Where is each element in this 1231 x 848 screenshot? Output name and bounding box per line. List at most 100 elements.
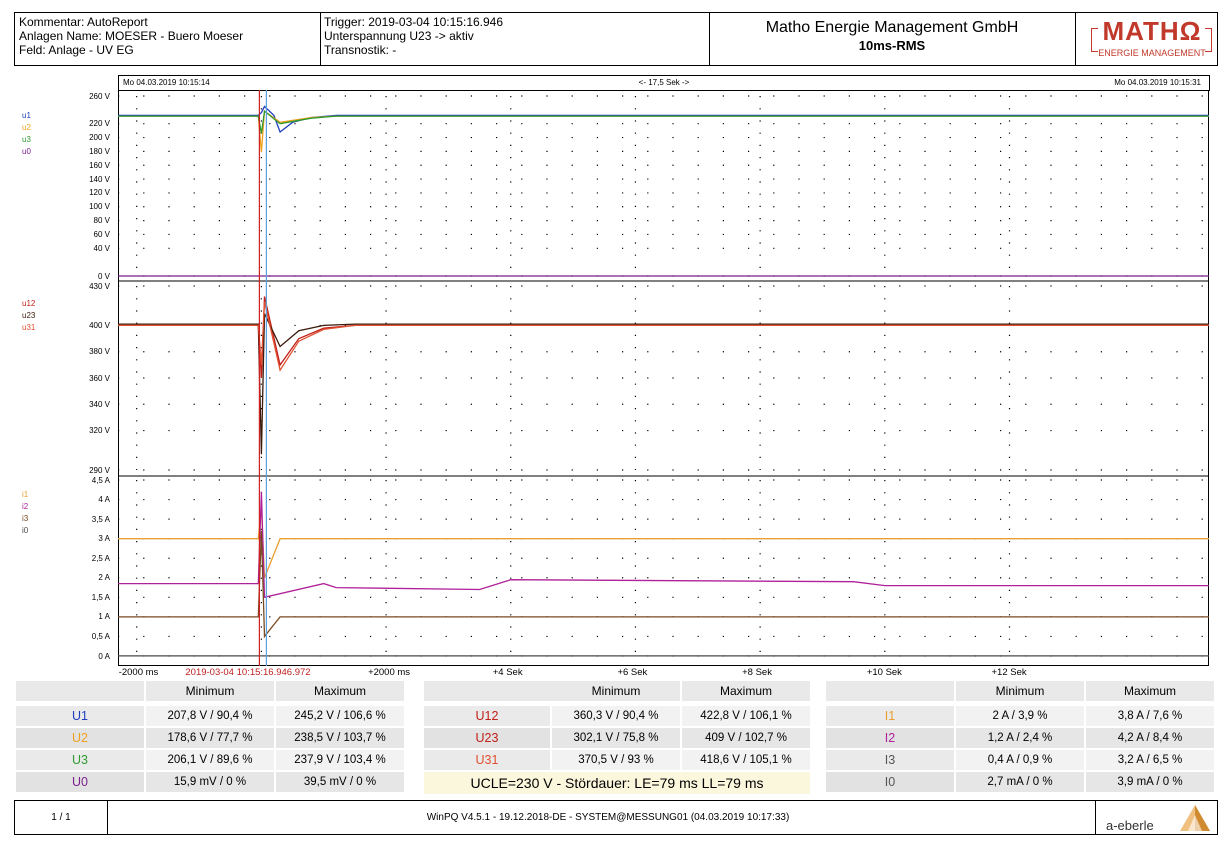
row-label-u0: U0	[16, 772, 144, 792]
y-tick-label: 430 V	[89, 281, 110, 291]
series-i1	[118, 507, 1209, 579]
legend-i1: i1	[22, 490, 29, 499]
row-label-u1: U1	[16, 706, 144, 726]
disturbance-summary: UCLE=230 V - Stördauer: LE=79 ms LL=79 m…	[424, 772, 810, 794]
y-tick-label: 200 V	[89, 133, 110, 143]
y-tick-label: 2,5 A	[91, 553, 110, 563]
y-tick-label: 40 V	[93, 243, 110, 253]
x-tick-label: +4 Sek	[492, 667, 523, 678]
y-tick-label: 140 V	[89, 174, 110, 184]
trigger-text: Trigger: 2019-03-04 10:15:16.946	[324, 15, 504, 29]
legend-u3: u3	[22, 135, 31, 144]
brand-triangle-icon	[1180, 805, 1210, 831]
y-tick-label: 0 V	[97, 271, 110, 281]
legend-i3: i3	[22, 514, 29, 523]
u12-min: 360,3 V / 90,4 %	[552, 706, 680, 726]
i1-min: 2 A / 3,9 %	[956, 706, 1084, 726]
y-tick-label: 4 A	[98, 495, 110, 505]
legend-u1: u1	[22, 111, 31, 120]
y-tick-label: 0,5 A	[91, 631, 110, 641]
u23-min: 302,1 V / 75,8 %	[552, 728, 680, 748]
time-span: <- 17,5 Sek ->	[638, 78, 690, 87]
y-tick-label: 260 V	[89, 91, 110, 101]
y-tick-label: 360 V	[89, 373, 110, 383]
company-name: Matho Energie Management GmbH	[765, 19, 1019, 36]
logo-text: MATHΩ	[1102, 16, 1202, 46]
y-tick-label: 160 V	[89, 160, 110, 170]
u3-min: 206,1 V / 89,6 %	[146, 750, 274, 770]
u3-max: 237,9 V / 103,4 %	[276, 750, 404, 770]
brand-text: a-eberle	[1106, 818, 1154, 833]
row-label-u12: U12	[424, 706, 550, 726]
series-u23	[118, 313, 1209, 455]
undervoltage-text: Unterspannung U23 -> aktiv	[324, 29, 474, 43]
y-tick-label: 1 A	[98, 612, 110, 622]
y-tick-label: 80 V	[93, 216, 110, 226]
waveform-chart	[118, 90, 1209, 666]
legend-u12: u12	[22, 299, 36, 308]
row-label-u3: U3	[16, 750, 144, 770]
series-u1	[118, 105, 1209, 134]
y-tick-label: 400 V	[89, 320, 110, 330]
col-min-header-3: Minimum	[956, 681, 1084, 701]
report-header: Kommentar: AutoReport Anlagen Name: MOES…	[14, 12, 1218, 66]
time-range-bar: Mo 04.03.2019 10:15:14 <- 17,5 Sek -> Mo…	[118, 75, 1210, 91]
y-tick-label: 340 V	[89, 399, 110, 409]
y-tick-label: 0 A	[98, 651, 110, 661]
series-i2	[118, 491, 1209, 599]
y-tick-label: 320 V	[89, 426, 110, 436]
u2-min: 178,6 V / 77,7 %	[146, 728, 274, 748]
i0-max: 3,9 mA / 0 %	[1086, 772, 1214, 792]
row-label-u2: U2	[16, 728, 144, 748]
u31-max: 418,6 V / 105,1 %	[682, 750, 810, 770]
i3-max: 3,2 A / 6,5 %	[1086, 750, 1214, 770]
u2-max: 238,5 V / 103,7 %	[276, 728, 404, 748]
x-tick-label: +12 Sek	[991, 667, 1027, 678]
trigger-info-block: Trigger: 2019-03-04 10:15:16.946 Untersp…	[324, 13, 714, 65]
comment-text: Kommentar: AutoReport	[19, 15, 148, 29]
i0-min: 2,7 mA / 0 %	[956, 772, 1084, 792]
u0-max: 39,5 mV / 0 %	[276, 772, 404, 792]
field-text: Feld: Anlage - UV EG	[19, 43, 134, 57]
x-tick-label: +2000 ms	[368, 667, 411, 678]
x-tick-label: +10 Sek	[866, 667, 902, 678]
legend-i2: i2	[22, 502, 29, 511]
y-tick-label: 290 V	[89, 465, 110, 475]
y-tick-label: 3,5 A	[91, 514, 110, 524]
col-max-header-3: Maximum	[1086, 681, 1214, 701]
row-label-i0: I0	[826, 772, 954, 792]
u23-max: 409 V / 102,7 %	[682, 728, 810, 748]
series-u31	[118, 301, 1209, 372]
y-tick-label: 2 A	[98, 573, 110, 583]
x-tick-label: +6 Sek	[617, 667, 648, 678]
legend-i0: i0	[22, 526, 29, 535]
col-min-header-2: Minimum	[552, 681, 680, 701]
u1-min: 207,8 V / 90,4 %	[146, 706, 274, 726]
row-label-i1: I1	[826, 706, 954, 726]
x-tick-label: -2000 ms	[118, 667, 159, 678]
page-number: 1 / 1	[15, 801, 108, 834]
time-start: Mo 04.03.2019 10:15:14	[123, 78, 210, 87]
u31-min: 370,5 V / 93 %	[552, 750, 680, 770]
x-tick-label: +8 Sek	[742, 667, 772, 678]
col-min-header-1: Minimum	[146, 681, 274, 701]
i2-max: 4,2 A / 8,4 %	[1086, 728, 1214, 748]
software-info: WinPQ V4.5.1 - 19.12.2018-DE - SYSTEM@ME…	[426, 812, 790, 823]
plot-frame	[118, 90, 1209, 666]
y-tick-label: 100 V	[89, 202, 110, 212]
header-info-block: Kommentar: AutoReport Anlagen Name: MOES…	[19, 13, 319, 65]
row-label-i3: I3	[826, 750, 954, 770]
legend-u2: u2	[22, 123, 31, 132]
col-max-header-1: Maximum	[276, 681, 404, 701]
row-label-u23: U23	[424, 728, 550, 748]
u1-max: 245,2 V / 106,6 %	[276, 706, 404, 726]
i2-min: 1,2 A / 2,4 %	[956, 728, 1084, 748]
company-block: Matho Energie Management GmbH 10ms-RMS	[710, 13, 1074, 65]
logo-subtext: ENERGIE MANAGEMENT	[1098, 48, 1206, 58]
series-i3	[118, 530, 1209, 639]
series-u12	[118, 296, 1209, 379]
plant-name-text: Anlagen Name: MOESER - Buero Moeser	[19, 29, 244, 43]
row-label-i2: I2	[826, 728, 954, 748]
time-end: Mo 04.03.2019 10:15:31	[1114, 78, 1201, 87]
transnostik-text: Transnostik: -	[324, 43, 397, 57]
